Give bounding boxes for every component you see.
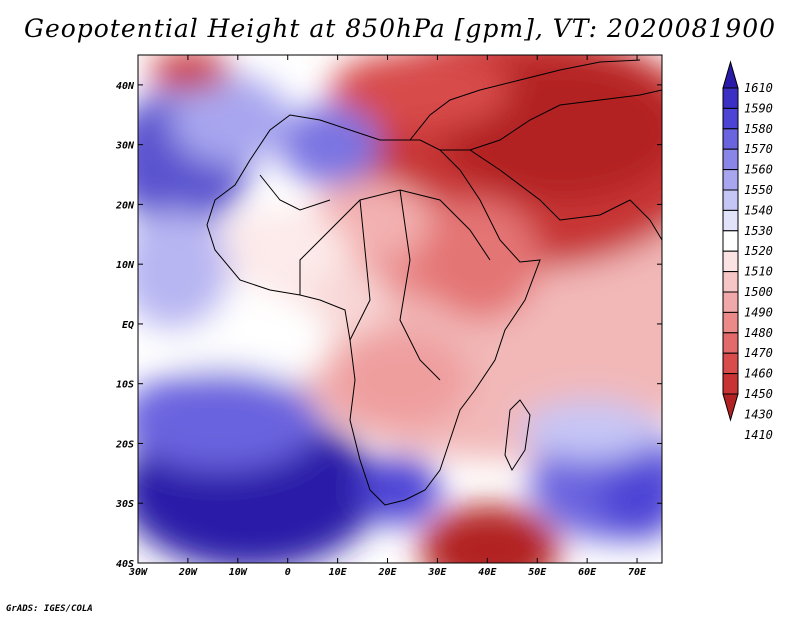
lat-label: 30S <box>115 499 134 510</box>
axis-ticks <box>137 55 662 564</box>
lon-label: 30W <box>128 567 148 578</box>
lat-label: 20S <box>115 439 134 450</box>
colorbar-level-label: 1490 <box>744 305 773 319</box>
colorbar-level-label: 1530 <box>744 224 773 238</box>
lon-label: 60E <box>578 567 597 578</box>
colorbar-arrow-bottom <box>722 393 739 422</box>
colorbar-swatch <box>722 169 739 191</box>
map-frame <box>137 54 663 564</box>
grads-credit: GrADS: IGES/COLA <box>6 604 93 614</box>
colorbar-level-label: 1450 <box>744 387 773 401</box>
latitude-labels: 40N 30N 20N 10N EQ 10S 20S 30S 40S <box>115 81 135 570</box>
colorbar-swatch <box>722 107 739 130</box>
lat-label: 40N <box>116 81 135 92</box>
colorbar-swatch <box>722 311 739 334</box>
lon-label: 50E <box>528 567 547 578</box>
colorbar-level-label: 1570 <box>744 142 773 156</box>
longitude-labels: 30W 20W 10W 0 10E 20E 30E 40E 50E 60E 70E <box>128 567 647 578</box>
colorbar-arrow-top <box>722 60 739 89</box>
lat-label: 10S <box>116 380 134 391</box>
colorbar-level-label: 1430 <box>744 407 773 421</box>
colorbar-level-label: 1480 <box>744 326 773 340</box>
colorbar-level-label: 1510 <box>744 265 773 279</box>
colorbar-level-label: 1540 <box>744 203 773 217</box>
colorbar-swatch <box>722 291 739 313</box>
colorbar-level-label: 1590 <box>744 101 773 115</box>
coastlines <box>206 59 662 506</box>
colorbar-swatch <box>722 332 739 354</box>
chart-title: Geopotential Height at 850hPa [gpm], VT:… <box>23 14 777 43</box>
colorbar-swatch <box>722 230 739 252</box>
colorbar-level-label: 1550 <box>744 183 773 197</box>
lon-label: 30E <box>427 567 447 578</box>
colorbar-swatch <box>722 352 739 375</box>
lat-label: EQ <box>122 320 134 331</box>
colorbar <box>722 60 739 422</box>
colorbar-swatch <box>722 87 739 109</box>
colorbar-level-label: 1560 <box>744 163 773 177</box>
colorbar-swatch <box>722 209 739 232</box>
colorbar-level-label: 1410 <box>744 428 773 442</box>
lat-label: 20N <box>115 200 135 211</box>
lon-label: 40E <box>478 567 497 578</box>
colorbar-level-label: 1610 <box>744 81 773 95</box>
colorbar-swatch <box>722 373 739 395</box>
colorbar-level-label: 1580 <box>744 122 773 136</box>
colorbar-swatch <box>722 148 739 171</box>
lon-label: 10E <box>329 567 348 578</box>
lon-label: 0 <box>285 567 291 578</box>
lon-label: 20W <box>178 567 198 578</box>
lat-label: 30N <box>115 141 135 152</box>
colorbar-swatch <box>722 250 739 273</box>
lat-label: 40S <box>116 559 134 570</box>
lon-label: 70E <box>628 567 647 578</box>
colorbar-level-label: 1460 <box>744 367 773 381</box>
lon-label: 10W <box>229 567 248 578</box>
colorbar-level-label: 1520 <box>744 244 773 258</box>
colorbar-labels: 1610 1590 1580 1570 1560 1550 1540 1530 1520 1510… <box>744 81 773 442</box>
height-field <box>138 55 662 563</box>
colorbar-level-label: 1470 <box>744 346 773 360</box>
lat-label: 10N <box>116 260 135 271</box>
colorbar-level-label: 1500 <box>744 285 773 299</box>
colorbar-swatch <box>722 189 739 211</box>
colorbar-swatch <box>722 271 739 293</box>
colorbar-swatch <box>722 128 739 150</box>
lon-label: 20E <box>377 567 397 578</box>
